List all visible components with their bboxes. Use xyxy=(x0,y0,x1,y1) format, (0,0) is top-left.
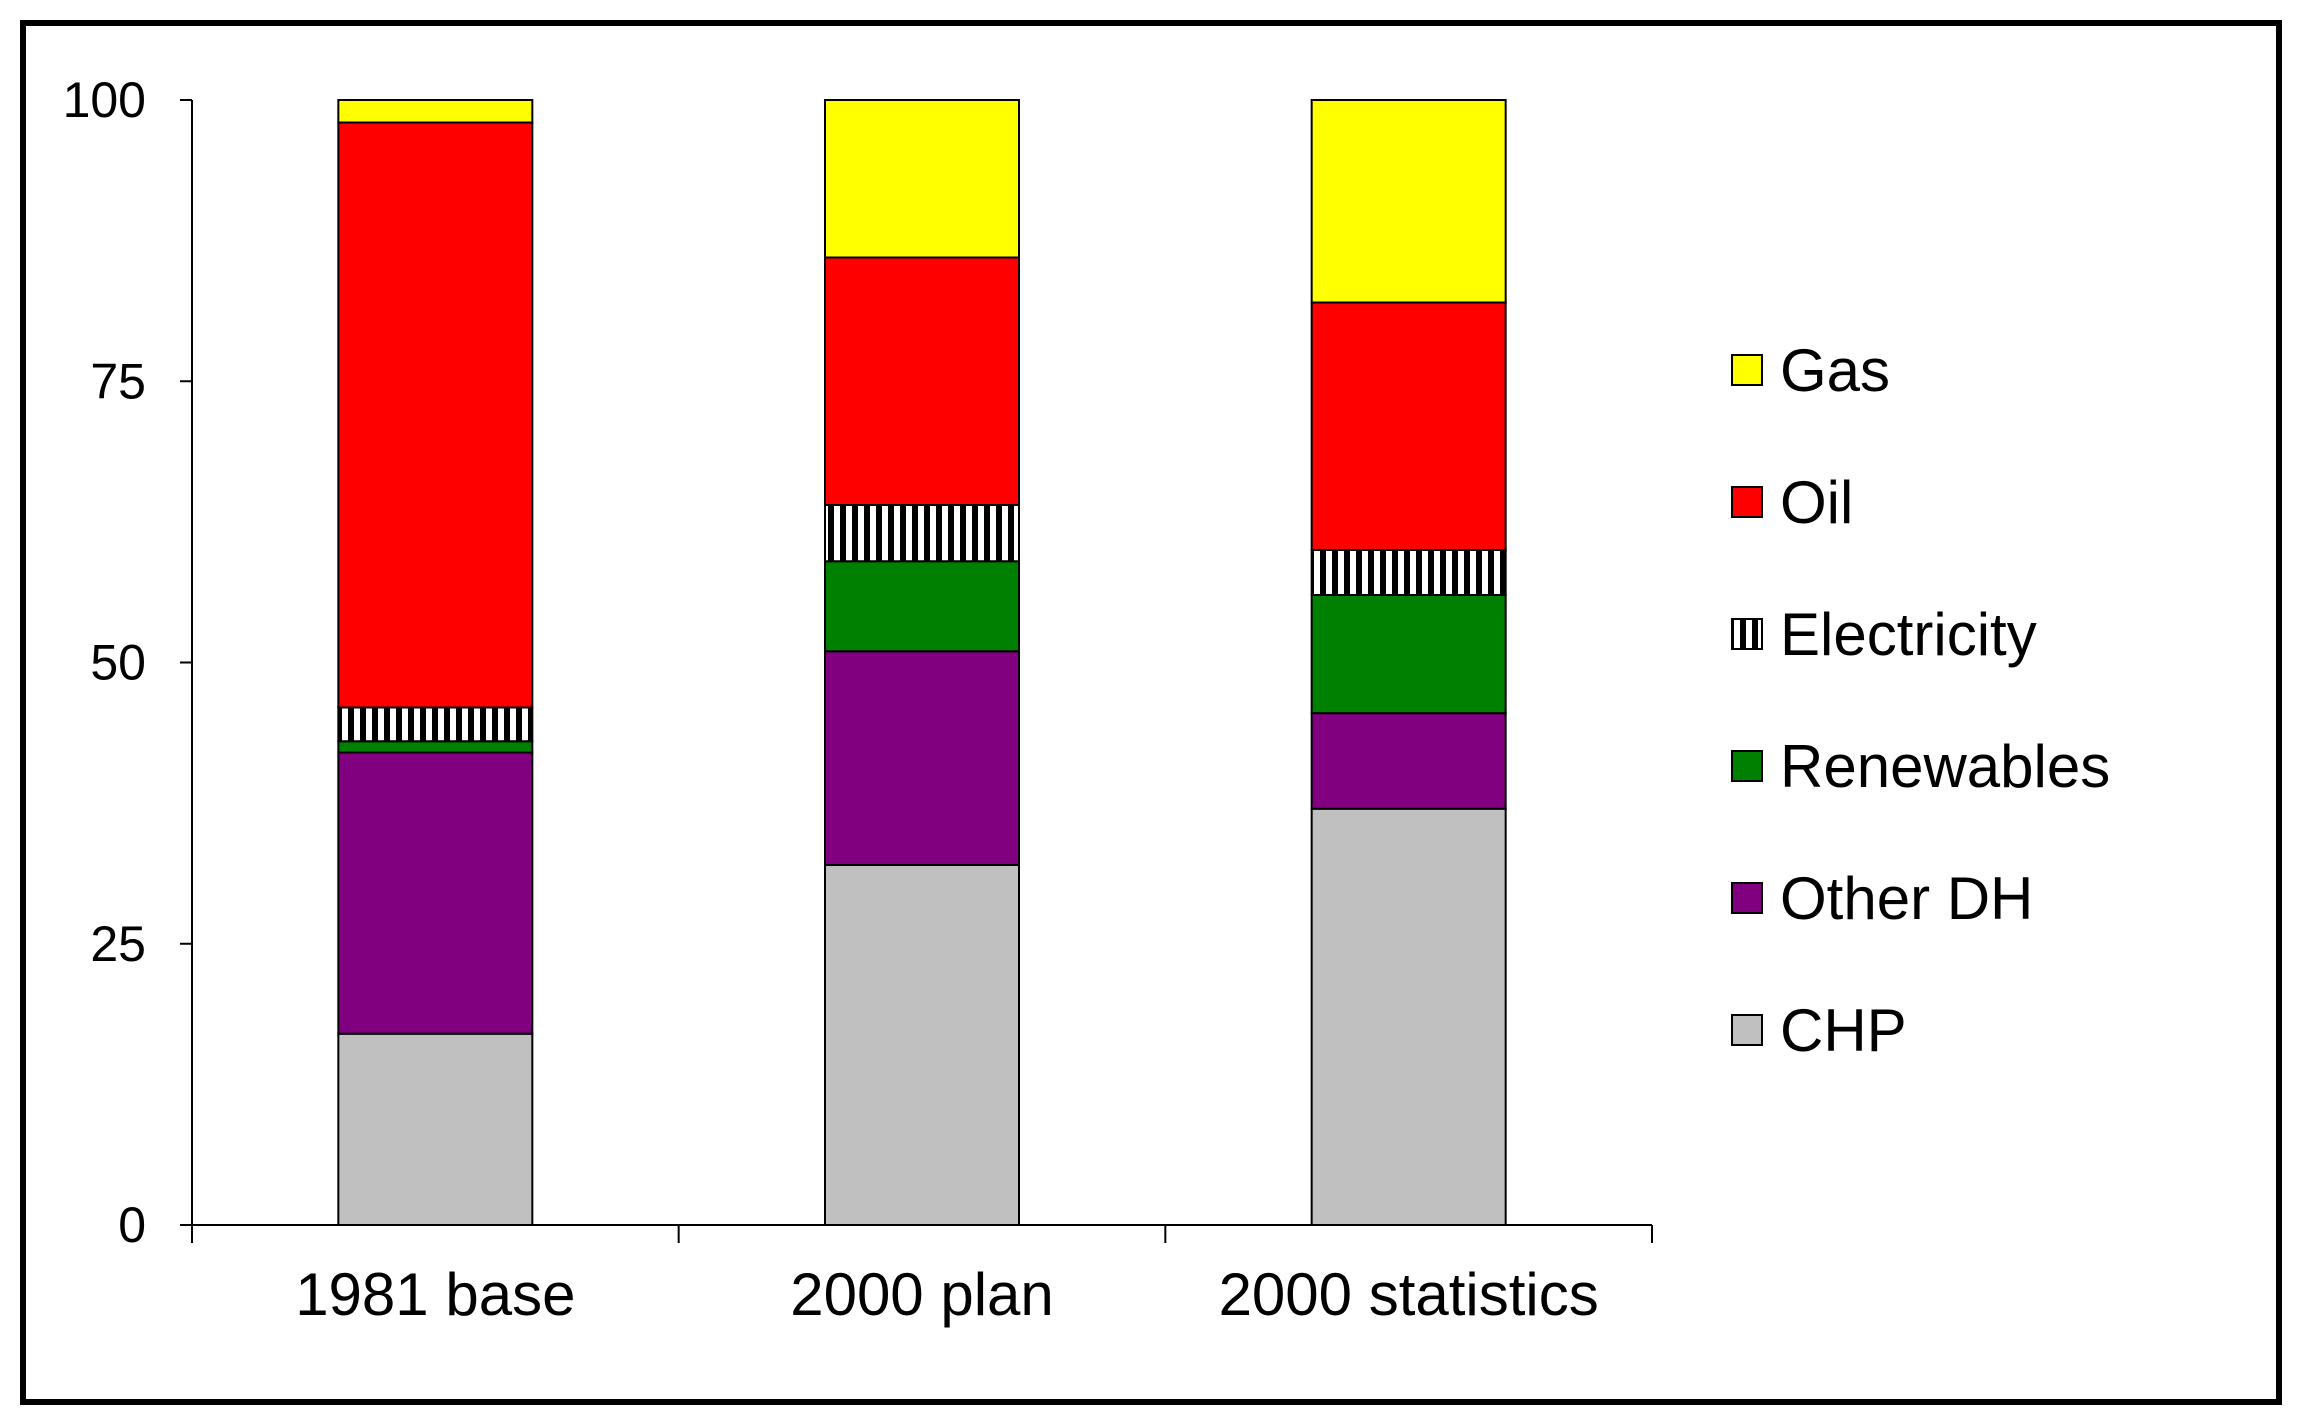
bar-1981-base-renewables xyxy=(337,740,534,754)
bar-2000-plan-chp xyxy=(824,864,1020,1226)
legend-swatch-electricity xyxy=(1731,618,1763,650)
bar-2000-plan-renewables xyxy=(824,560,1020,653)
axes-layer: 0 25 50 75 100 xyxy=(63,72,1653,1253)
legend-swatch-gas xyxy=(1731,354,1763,386)
bar-2000-statistics-oil xyxy=(1310,301,1507,551)
legend-swatch-chp xyxy=(1731,1014,1763,1046)
bar-2000-plan-other-dh xyxy=(824,650,1020,866)
bar-2000-statistics-renewables xyxy=(1310,594,1507,715)
bar-2000-statistics-chp xyxy=(1310,807,1507,1226)
legend-label-oil: Oil xyxy=(1780,469,1853,536)
bar-1981-base-gas xyxy=(337,99,534,124)
legend-swatch-renewables xyxy=(1731,750,1763,782)
bar-2000-statistics-gas xyxy=(1310,99,1507,304)
bar-2000-plan-oil xyxy=(824,256,1020,506)
legend-label-electricity: Electricity xyxy=(1780,601,2037,668)
legend-label-renewables: Renewables xyxy=(1780,733,2110,800)
legend-label-gas: Gas xyxy=(1780,337,1890,404)
y-tick-label: 50 xyxy=(90,635,146,691)
y-tick-label: 25 xyxy=(90,916,146,972)
bar-1981-base-other-dh xyxy=(337,751,534,1035)
bar-1981-base-oil xyxy=(337,121,534,709)
x-tick-label: 2000 statistics xyxy=(1219,1261,1599,1328)
legend: Gas Oil Electricity Renewables Other DH CHP xyxy=(1731,337,2110,1064)
y-tick-label: 0 xyxy=(118,1197,146,1253)
legend-label-chp: CHP xyxy=(1780,997,1907,1064)
legend-swatch-oil xyxy=(1731,486,1763,518)
y-tick-label: 75 xyxy=(90,353,146,409)
bar-1981-base-chp xyxy=(337,1032,534,1226)
bars-layer: 1981 base 2000 plan 2000 statistics xyxy=(295,99,1599,1328)
bar-2000-plan-gas xyxy=(824,99,1020,259)
y-tick-label: 100 xyxy=(63,72,146,128)
legend-swatch-other-dh xyxy=(1731,882,1763,914)
bar-1981-base-electricity xyxy=(337,706,534,743)
bar-2000-plan-electricity xyxy=(824,504,1020,563)
x-tick-label: 2000 plan xyxy=(790,1261,1054,1328)
bar-2000-statistics-electricity xyxy=(1310,549,1507,596)
bar-2000-statistics-other-dh xyxy=(1310,712,1507,810)
x-tick-label: 1981 base xyxy=(295,1261,575,1328)
legend-label-other-dh: Other DH xyxy=(1780,865,2033,932)
